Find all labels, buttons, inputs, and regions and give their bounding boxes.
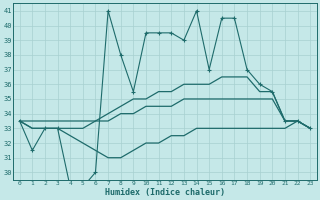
X-axis label: Humidex (Indice chaleur): Humidex (Indice chaleur) (105, 188, 225, 197)
